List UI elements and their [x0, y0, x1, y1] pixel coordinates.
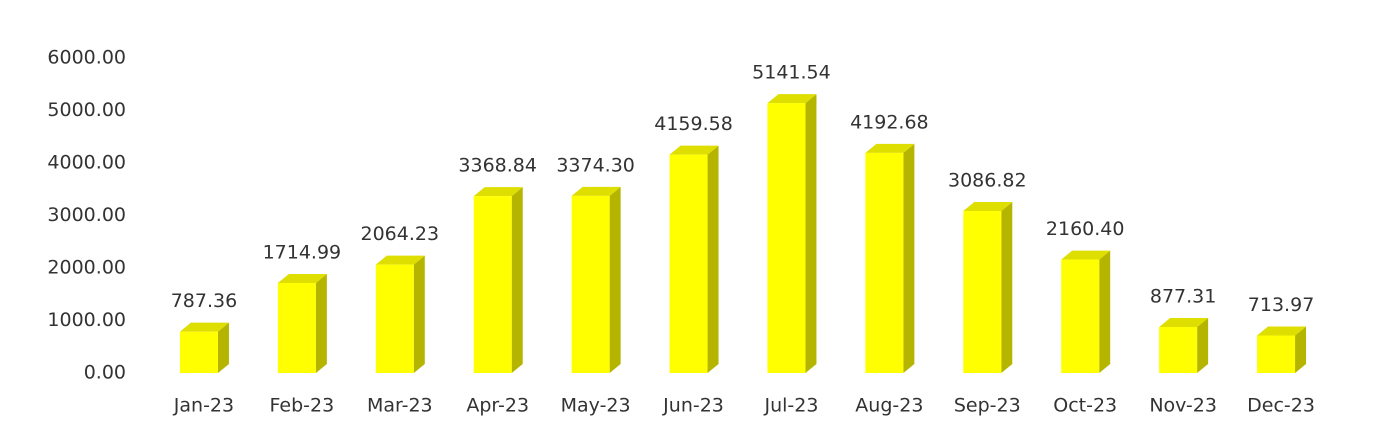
bar-side — [1295, 326, 1307, 373]
bar-side — [903, 143, 915, 373]
bar-side — [805, 94, 817, 373]
bar — [1159, 326, 1198, 373]
x-tick-label: Sep-23 — [954, 395, 1021, 417]
bar-top — [179, 322, 229, 332]
bar-side — [1099, 250, 1111, 373]
y-tick-label: 1000.00 — [47, 309, 126, 331]
value-label: 1714.99 — [263, 241, 342, 263]
y-tick-label: 6000.00 — [47, 47, 126, 69]
bar-side — [511, 187, 523, 373]
bar-top — [1159, 317, 1209, 327]
bar-top — [571, 186, 621, 196]
bar-side — [707, 145, 719, 373]
bar-top — [473, 187, 523, 197]
y-tick-label: 2000.00 — [47, 257, 126, 279]
bar-top — [1257, 326, 1307, 336]
bar-side — [1197, 317, 1209, 373]
value-label: 5141.54 — [752, 62, 831, 84]
bar-side — [413, 255, 425, 373]
x-tick-label: Jul-23 — [763, 395, 818, 417]
bar-top — [375, 255, 425, 265]
x-tick-label: Nov-23 — [1149, 395, 1217, 417]
bar — [277, 282, 316, 373]
bar-side — [315, 273, 327, 373]
x-tick-label: Dec-23 — [1247, 395, 1315, 417]
y-tick-label: 0.00 — [84, 362, 126, 384]
bar — [1257, 335, 1296, 373]
value-label: 4192.68 — [850, 111, 929, 133]
bar — [473, 196, 512, 373]
y-tick-label: 4000.00 — [47, 152, 126, 174]
bar-side — [217, 322, 229, 373]
value-label: 4159.58 — [654, 113, 733, 135]
value-label: 713.97 — [1248, 294, 1314, 316]
x-tick-label: Jun-23 — [662, 395, 724, 417]
x-tick-label: Mar-23 — [367, 395, 433, 417]
bar — [571, 195, 610, 373]
bar-side — [1001, 201, 1013, 373]
value-label: 3086.82 — [948, 169, 1027, 191]
bar — [963, 210, 1002, 373]
x-tick-label: May-23 — [561, 395, 631, 417]
value-label: 2160.40 — [1046, 218, 1125, 240]
bar — [767, 103, 806, 373]
bar — [865, 152, 904, 373]
bar-top — [963, 201, 1013, 211]
bar — [179, 331, 218, 373]
x-tick-label: Feb-23 — [270, 395, 335, 417]
bar-top — [277, 273, 327, 283]
bar — [669, 154, 708, 373]
value-label: 877.31 — [1150, 285, 1216, 307]
bar-side — [609, 186, 621, 373]
value-label: 3368.84 — [458, 155, 537, 177]
bar-top — [767, 94, 817, 104]
bar-top — [669, 145, 719, 155]
x-tick-label: Oct-23 — [1053, 395, 1117, 417]
bar — [375, 264, 414, 373]
bar-top — [865, 143, 915, 153]
x-tick-label: Aug-23 — [855, 395, 923, 417]
y-tick-label: 3000.00 — [47, 204, 126, 226]
x-tick-label: Apr-23 — [466, 395, 529, 417]
y-tick-label: 5000.00 — [47, 99, 126, 121]
bar-top — [1061, 250, 1111, 260]
value-label: 787.36 — [171, 290, 237, 312]
value-label: 2064.23 — [361, 223, 440, 245]
x-tick-label: Jan-23 — [173, 395, 234, 417]
bar — [1061, 259, 1100, 373]
value-label: 3374.30 — [556, 154, 635, 176]
